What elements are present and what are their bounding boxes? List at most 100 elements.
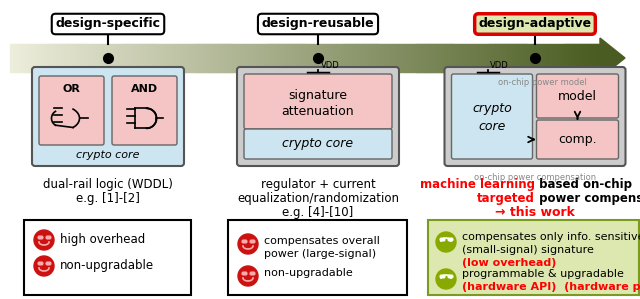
Bar <box>51 44 54 72</box>
Bar <box>180 44 182 72</box>
Bar <box>292 44 294 72</box>
Bar <box>235 44 237 72</box>
Bar <box>16 44 19 72</box>
Bar <box>188 44 190 72</box>
Bar <box>545 44 547 72</box>
Bar <box>420 44 423 72</box>
Bar <box>488 44 490 72</box>
Bar <box>184 44 186 72</box>
Bar <box>361 44 364 72</box>
Bar <box>290 44 292 72</box>
Bar <box>103 44 105 72</box>
Bar <box>275 44 277 72</box>
Bar <box>85 44 88 72</box>
Bar <box>330 44 332 72</box>
Bar <box>324 44 326 72</box>
Bar <box>474 44 476 72</box>
Bar <box>598 44 600 72</box>
Bar <box>32 44 34 72</box>
Bar <box>519 44 522 72</box>
Text: AND: AND <box>131 84 158 94</box>
Bar <box>89 44 92 72</box>
Bar <box>484 44 486 72</box>
Bar <box>389 44 391 72</box>
Bar <box>278 44 281 72</box>
Bar <box>79 44 81 72</box>
Bar <box>472 44 474 72</box>
Bar <box>428 44 431 72</box>
Bar <box>136 44 139 72</box>
Bar <box>231 44 234 72</box>
Text: design-specific: design-specific <box>56 18 161 30</box>
Bar <box>150 44 152 72</box>
Bar <box>590 44 593 72</box>
Bar <box>207 44 210 72</box>
FancyBboxPatch shape <box>428 220 639 295</box>
FancyBboxPatch shape <box>536 120 618 159</box>
Text: core: core <box>478 120 506 133</box>
Bar <box>38 44 40 72</box>
Text: (low overhead): (low overhead) <box>462 258 556 268</box>
Bar <box>419 44 421 72</box>
Bar <box>308 44 310 72</box>
Bar <box>75 44 77 72</box>
Bar <box>511 44 514 72</box>
Bar <box>588 44 591 72</box>
Bar <box>387 44 389 72</box>
Bar <box>424 44 427 72</box>
Bar <box>225 44 228 72</box>
Bar <box>375 44 378 72</box>
Bar <box>355 44 358 72</box>
Polygon shape <box>600 38 625 78</box>
Bar <box>482 44 484 72</box>
Text: OR: OR <box>63 84 81 94</box>
Bar <box>249 44 252 72</box>
Circle shape <box>34 256 54 276</box>
Bar <box>364 44 365 72</box>
Bar <box>450 44 452 72</box>
Bar <box>276 44 279 72</box>
Bar <box>111 44 113 72</box>
Bar <box>442 44 445 72</box>
Bar <box>393 44 396 72</box>
Bar <box>513 44 516 72</box>
Bar <box>464 44 467 72</box>
FancyBboxPatch shape <box>244 74 392 129</box>
Bar <box>49 44 52 72</box>
Bar <box>340 44 342 72</box>
Bar <box>415 44 417 72</box>
Bar <box>146 44 148 72</box>
Text: power (large-signal): power (large-signal) <box>264 249 376 259</box>
Bar <box>223 44 225 72</box>
Bar <box>73 44 76 72</box>
Bar <box>346 44 348 72</box>
Bar <box>77 44 79 72</box>
Text: crypto: crypto <box>472 102 512 115</box>
Text: regulator + current: regulator + current <box>260 178 376 191</box>
Bar <box>253 44 255 72</box>
Bar <box>221 44 223 72</box>
Bar <box>58 44 60 72</box>
Bar <box>454 44 456 72</box>
Bar <box>259 44 261 72</box>
Bar <box>527 44 529 72</box>
Bar <box>83 44 86 72</box>
Bar <box>97 44 99 72</box>
Bar <box>294 44 296 72</box>
Text: (small-signal) signature: (small-signal) signature <box>462 245 594 255</box>
Bar <box>479 44 482 72</box>
Bar <box>241 44 243 72</box>
Bar <box>189 44 192 72</box>
FancyBboxPatch shape <box>237 67 399 166</box>
Bar <box>174 44 176 72</box>
Bar <box>391 44 394 72</box>
Bar <box>406 44 409 72</box>
Bar <box>124 44 127 72</box>
Bar <box>401 44 403 72</box>
Bar <box>45 44 48 72</box>
Bar <box>497 44 500 72</box>
Bar <box>69 44 72 72</box>
Text: on-chip power model: on-chip power model <box>498 78 587 87</box>
Bar <box>255 44 257 72</box>
Bar <box>349 44 352 72</box>
